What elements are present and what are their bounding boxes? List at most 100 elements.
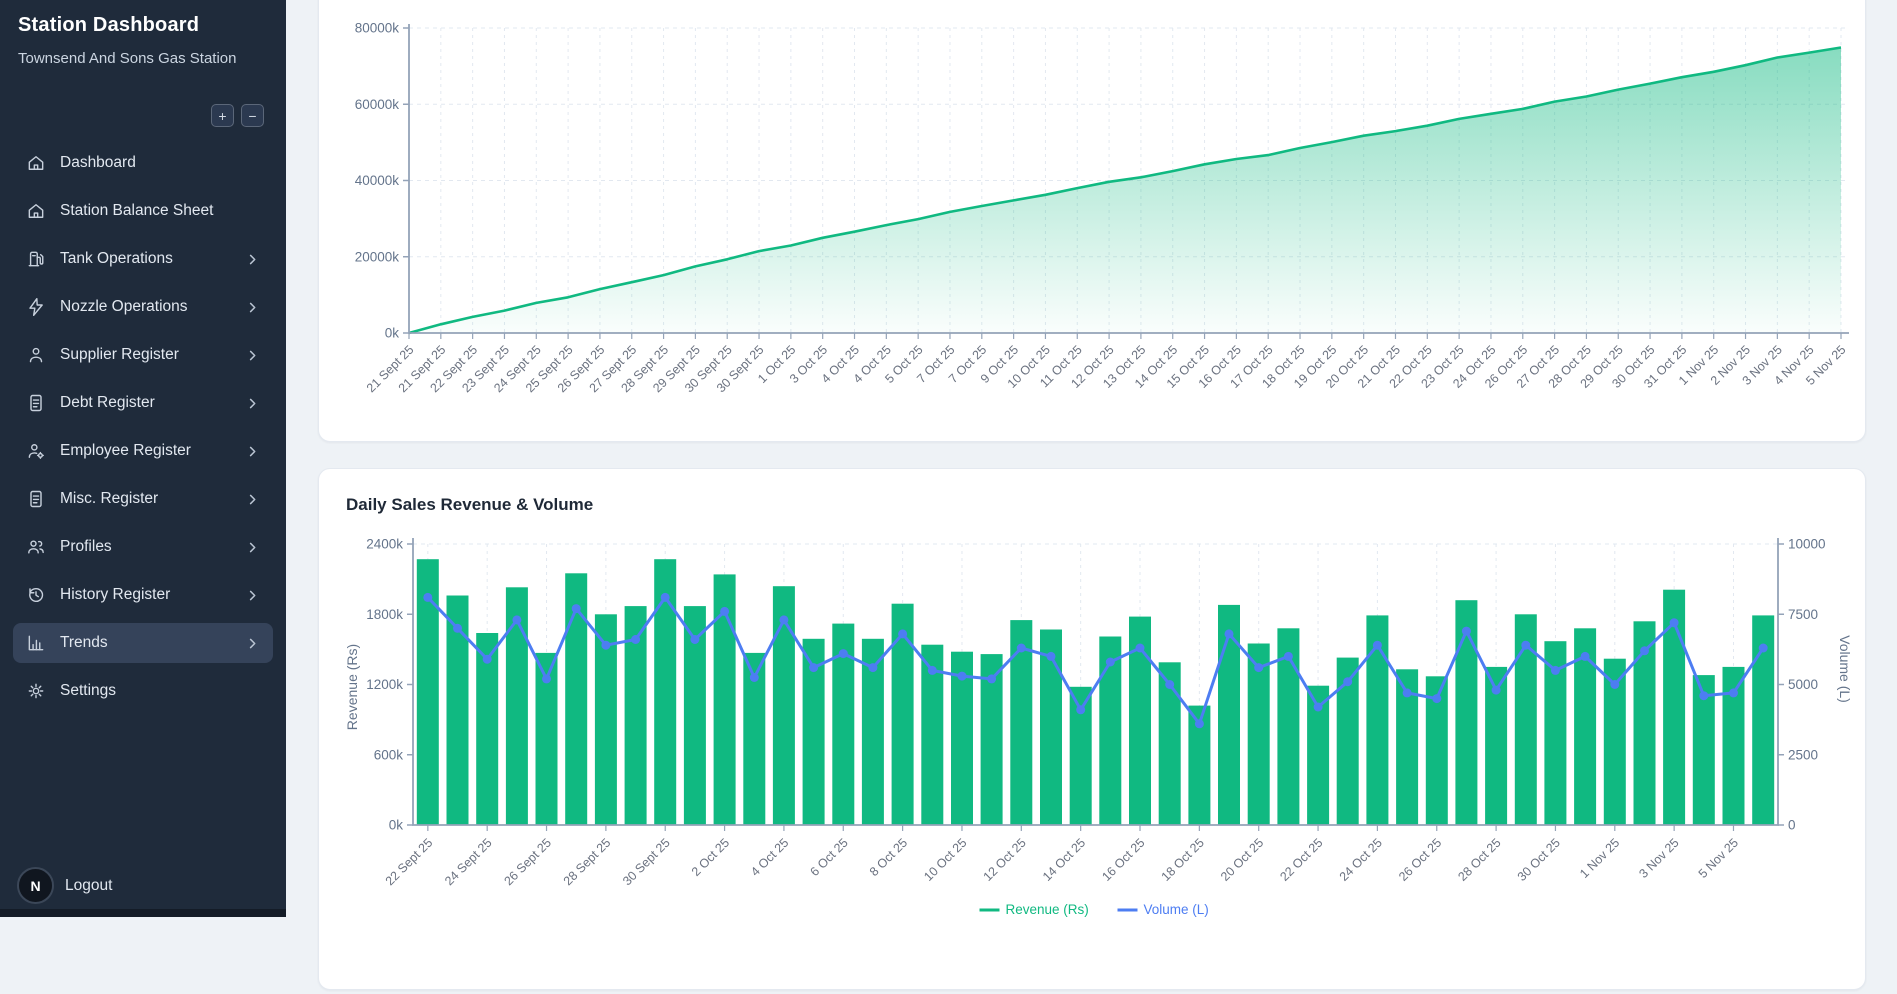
volume-point[interactable] bbox=[927, 665, 937, 675]
volume-point[interactable] bbox=[1491, 685, 1501, 695]
revenue-bar[interactable] bbox=[594, 614, 617, 826]
sidebar-item-dashboard[interactable]: Dashboard bbox=[13, 143, 273, 183]
volume-point[interactable] bbox=[1372, 640, 1382, 650]
volume-point[interactable] bbox=[1729, 688, 1738, 698]
revenue-bar[interactable] bbox=[1663, 589, 1686, 825]
revenue-bar[interactable] bbox=[1218, 604, 1240, 825]
logout-button[interactable]: N Logout bbox=[17, 867, 112, 904]
volume-point[interactable] bbox=[482, 654, 492, 664]
volume-point[interactable] bbox=[1432, 694, 1442, 704]
volume-point[interactable] bbox=[1580, 651, 1590, 661]
volume-point[interactable] bbox=[1550, 665, 1560, 675]
revenue-bar[interactable] bbox=[861, 638, 884, 825]
volume-point[interactable] bbox=[957, 671, 967, 681]
sidebar-item-debt-register[interactable]: Debt Register bbox=[13, 383, 273, 423]
volume-point[interactable] bbox=[571, 604, 581, 614]
volume-line[interactable] bbox=[426, 595, 1765, 726]
volume-point[interactable] bbox=[423, 592, 433, 602]
sidebar-item-nozzle-operations[interactable]: Nozzle Operations bbox=[13, 287, 273, 327]
volume-point[interactable] bbox=[601, 640, 611, 650]
revenue-bar[interactable] bbox=[1366, 615, 1389, 825]
sidebar-item-trends[interactable]: Trends bbox=[13, 623, 273, 663]
revenue-bar[interactable] bbox=[1188, 705, 1211, 825]
revenue-bar[interactable] bbox=[891, 603, 914, 825]
volume-point[interactable] bbox=[1135, 643, 1145, 653]
sidebar-item-settings[interactable]: Settings bbox=[13, 671, 273, 711]
revenue-bar[interactable] bbox=[1396, 669, 1419, 825]
legend-item[interactable]: Volume (L) bbox=[1144, 902, 1209, 917]
sidebar-item-history-register[interactable]: History Register bbox=[13, 575, 273, 615]
volume-point[interactable] bbox=[1521, 640, 1531, 650]
revenue-bar[interactable] bbox=[1158, 662, 1181, 825]
revenue-bar[interactable] bbox=[1277, 628, 1300, 825]
revenue-bar[interactable] bbox=[772, 586, 795, 825]
volume-point[interactable] bbox=[1669, 618, 1679, 628]
volume-point[interactable] bbox=[1165, 680, 1175, 689]
revenue-bar[interactable] bbox=[1514, 614, 1537, 826]
volume-point[interactable] bbox=[1076, 705, 1086, 715]
revenue-bar[interactable] bbox=[951, 651, 973, 825]
volume-point[interactable] bbox=[660, 592, 670, 602]
volume-point[interactable] bbox=[512, 615, 522, 625]
revenue-bar[interactable] bbox=[1247, 643, 1270, 826]
revenue-bar[interactable] bbox=[1485, 666, 1508, 825]
sidebar-item-supplier-register[interactable]: Supplier Register bbox=[13, 335, 273, 375]
volume-point[interactable] bbox=[1224, 629, 1234, 639]
sidebar-item-tank-operations[interactable]: Tank Operations bbox=[13, 239, 273, 279]
revenue-bar[interactable] bbox=[1544, 641, 1567, 825]
revenue-bar[interactable] bbox=[505, 587, 528, 825]
sidebar-item-employee-register[interactable]: Employee Register bbox=[13, 431, 273, 471]
volume-point[interactable] bbox=[1046, 651, 1056, 661]
volume-point[interactable] bbox=[1461, 626, 1471, 636]
volume-point[interactable] bbox=[1016, 643, 1026, 653]
revenue-bar[interactable] bbox=[802, 638, 825, 825]
revenue-bar[interactable] bbox=[654, 559, 677, 825]
volume-point[interactable] bbox=[690, 635, 700, 644]
revenue-bar[interactable] bbox=[1336, 657, 1359, 825]
volume-point[interactable] bbox=[838, 649, 848, 659]
revenue-bar[interactable] bbox=[980, 654, 1003, 825]
revenue-bar[interactable] bbox=[743, 652, 766, 825]
volume-point[interactable] bbox=[868, 663, 878, 673]
revenue-bar[interactable] bbox=[1129, 616, 1151, 825]
volume-point[interactable] bbox=[720, 606, 730, 616]
sidebar-item-station-balance-sheet[interactable]: Station Balance Sheet bbox=[13, 191, 273, 231]
volume-point[interactable] bbox=[1105, 657, 1115, 667]
revenue-bar[interactable] bbox=[1574, 628, 1597, 825]
zoom-out-button[interactable]: − bbox=[241, 104, 264, 127]
revenue-bar[interactable] bbox=[1040, 629, 1062, 826]
zoom-in-button[interactable]: + bbox=[211, 104, 234, 127]
revenue-bar[interactable] bbox=[1692, 675, 1715, 825]
volume-point[interactable] bbox=[1283, 651, 1293, 661]
volume-point[interactable] bbox=[1640, 646, 1649, 656]
revenue-bar[interactable] bbox=[683, 606, 706, 825]
volume-point[interactable] bbox=[987, 674, 997, 684]
volume-point[interactable] bbox=[631, 635, 641, 644]
volume-point[interactable] bbox=[453, 623, 462, 633]
revenue-bar[interactable] bbox=[624, 606, 647, 825]
revenue-bar[interactable] bbox=[1722, 666, 1745, 825]
revenue-bar[interactable] bbox=[1069, 686, 1092, 825]
volume-point[interactable] bbox=[1343, 677, 1353, 687]
revenue-bar[interactable] bbox=[1099, 636, 1122, 826]
volume-point[interactable] bbox=[1758, 643, 1768, 653]
revenue-bar[interactable] bbox=[1425, 676, 1448, 825]
volume-point[interactable] bbox=[779, 615, 789, 625]
revenue-bar[interactable] bbox=[1010, 620, 1033, 825]
revenue-bar[interactable] bbox=[1633, 621, 1656, 825]
volume-point[interactable] bbox=[1313, 702, 1323, 712]
revenue-bar[interactable] bbox=[565, 573, 588, 825]
cumulative-line[interactable] bbox=[408, 46, 1842, 335]
volume-point[interactable] bbox=[1610, 680, 1620, 689]
revenue-bar[interactable] bbox=[1603, 658, 1626, 825]
volume-point[interactable] bbox=[1699, 691, 1709, 701]
revenue-bar[interactable] bbox=[476, 633, 499, 825]
volume-point[interactable] bbox=[898, 629, 908, 639]
revenue-bar[interactable] bbox=[713, 574, 736, 825]
revenue-bar[interactable] bbox=[1752, 615, 1775, 825]
legend-item[interactable]: Revenue (Rs) bbox=[1006, 902, 1089, 917]
volume-point[interactable] bbox=[1402, 688, 1412, 698]
sidebar-item-profiles[interactable]: Profiles bbox=[13, 527, 273, 567]
revenue-bar[interactable] bbox=[535, 652, 558, 825]
volume-point[interactable] bbox=[542, 674, 551, 684]
